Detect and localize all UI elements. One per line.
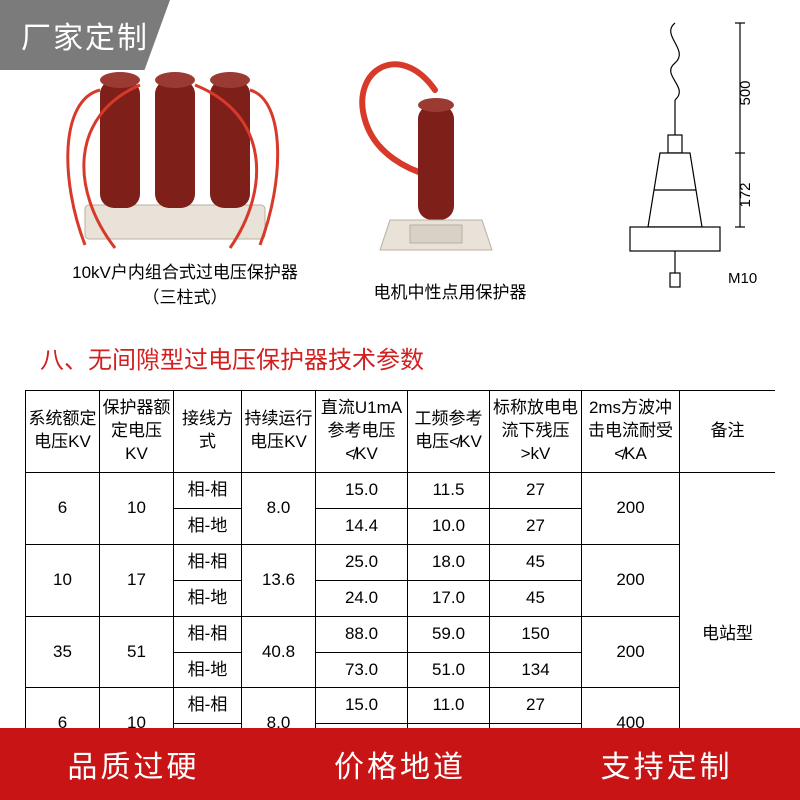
cell-cont-kv: 8.0: [242, 472, 316, 544]
cell-conn: 相-相: [174, 472, 242, 508]
cell-sys-kv: 10: [26, 544, 100, 616]
feature-custom: 支持定制: [601, 742, 733, 786]
dimension-diagram: 500 172 M10: [590, 15, 780, 305]
cell-conn: 相-相: [174, 688, 242, 724]
th-prot-kv: 保护器额定电压KV: [100, 391, 174, 473]
product-images-row: 10kV户内组合式过电压保护器（三柱式） 电机中性点用保护器: [0, 0, 800, 330]
cell-res: 45: [490, 544, 582, 580]
cell-dc: 14.4: [316, 508, 408, 544]
table-row: 610相-相8.015.011.027400: [26, 688, 776, 724]
cell-dc: 73.0: [316, 652, 408, 688]
th-wave: 2ms方波冲击电流耐受≮KA: [582, 391, 680, 473]
table-header-row: 系统额定电压KV 保护器额定电压KV 接线方式 持续运行电压KV 直流U1mA参…: [26, 391, 776, 473]
cell-sys-kv: 35: [26, 616, 100, 688]
table-row: 610相-相8.015.011.527200电站型: [26, 472, 776, 508]
product2-caption: 电机中性点用保护器: [340, 278, 560, 303]
cell-pf: 11.5: [408, 472, 490, 508]
th-res: 标称放电电流下残压>kV: [490, 391, 582, 473]
th-pf: 工频参考电压≮KV: [408, 391, 490, 473]
cell-pf: 59.0: [408, 616, 490, 652]
cell-pf: 10.0: [408, 508, 490, 544]
cell-dc: 25.0: [316, 544, 408, 580]
th-note: 备注: [680, 391, 776, 473]
cell-dc: 15.0: [316, 472, 408, 508]
cell-prot-kv: 17: [100, 544, 174, 616]
product1-caption: 10kV户内组合式过电压保护器（三柱式）: [60, 258, 310, 308]
cell-dc: 88.0: [316, 616, 408, 652]
cell-wave: 200: [582, 544, 680, 616]
dim-500: 500: [737, 80, 754, 105]
product-neutral-point: 电机中性点用保护器: [340, 50, 560, 303]
cell-cont-kv: 13.6: [242, 544, 316, 616]
neutral-point-protector-illustration: [340, 50, 530, 270]
cell-pf: 17.0: [408, 580, 490, 616]
cell-wave: 200: [582, 616, 680, 688]
feature-quality: 品质过硬: [67, 742, 199, 786]
cell-res: 27: [490, 688, 582, 724]
cell-res: 134: [490, 652, 582, 688]
cell-conn: 相-地: [174, 580, 242, 616]
table-row: 3551相-相40.888.059.0150200: [26, 616, 776, 652]
cell-pf: 11.0: [408, 688, 490, 724]
three-column-protector-illustration: [60, 60, 290, 250]
section-8-title: 八、无间隙型过电压保护器技术参数: [40, 340, 424, 375]
cell-res: 45: [490, 580, 582, 616]
cell-res: 27: [490, 472, 582, 508]
cell-res: 27: [490, 508, 582, 544]
dimension-svg: 500 172 M10: [590, 15, 780, 305]
cell-dc: 24.0: [316, 580, 408, 616]
cell-conn: 相-地: [174, 508, 242, 544]
cell-res: 150: [490, 616, 582, 652]
cell-conn: 相-相: [174, 544, 242, 580]
table-row: 1017相-相13.625.018.045200: [26, 544, 776, 580]
cell-pf: 18.0: [408, 544, 490, 580]
th-conn: 接线方式: [174, 391, 242, 473]
th-dc: 直流U1mA参考电压≮KV: [316, 391, 408, 473]
cell-dc: 15.0: [316, 688, 408, 724]
cell-prot-kv: 10: [100, 472, 174, 544]
cell-wave: 200: [582, 472, 680, 544]
product-three-column: 10kV户内组合式过电压保护器（三柱式）: [60, 60, 310, 308]
cell-conn: 相-地: [174, 652, 242, 688]
dim-m10: M10: [728, 270, 757, 287]
th-cont-kv: 持续运行电压KV: [242, 391, 316, 473]
cell-pf: 51.0: [408, 652, 490, 688]
dim-172: 172: [737, 182, 754, 207]
bottom-feature-bar: 品质过硬 价格地道 支持定制: [0, 728, 800, 800]
cell-prot-kv: 51: [100, 616, 174, 688]
th-sys-kv: 系统额定电压KV: [26, 391, 100, 473]
cell-cont-kv: 40.8: [242, 616, 316, 688]
feature-price: 价格地道: [334, 742, 466, 786]
cell-sys-kv: 6: [26, 472, 100, 544]
cell-conn: 相-相: [174, 616, 242, 652]
